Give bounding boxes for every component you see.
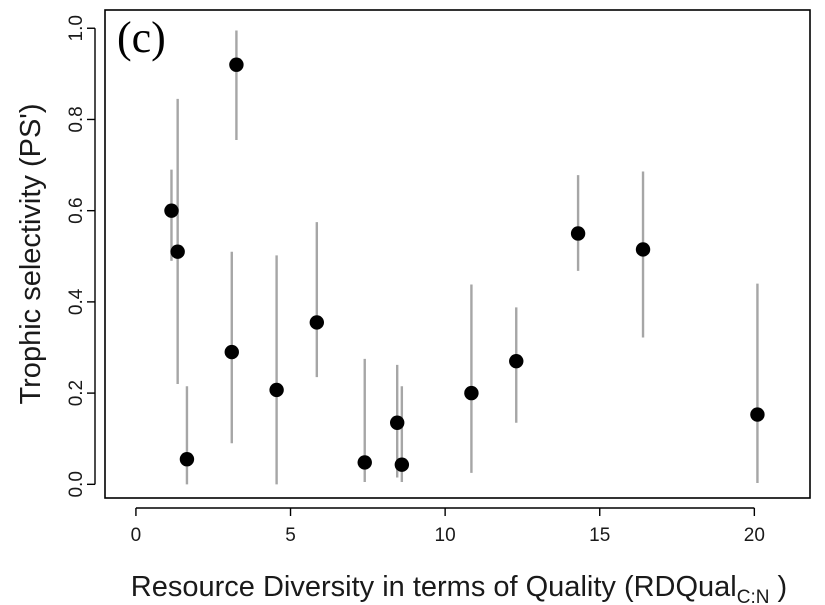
data-point [164, 203, 179, 218]
plot-frame [104, 9, 811, 499]
data-point [269, 382, 284, 398]
data-point [170, 244, 185, 259]
y-tick-label: 0.0 [66, 471, 87, 497]
y-axis: 0.0 0.2 0.4 0.6 0.8 1.0 [66, 15, 96, 498]
y-axis-title: Trophic selectivity (PS') [15, 104, 47, 405]
x-axis-title-main: Resource Diversity in terms of Quality (… [131, 571, 737, 603]
x-axis-title-close: ) [769, 571, 787, 603]
data-point [750, 407, 765, 422]
data-point [229, 57, 244, 72]
x-tick-label: 0 [131, 525, 142, 546]
x-tick-label: 15 [589, 525, 610, 546]
error-bars [170, 30, 759, 485]
data-point [394, 457, 410, 472]
x-axis: 0 5 10 15 20 [131, 507, 765, 546]
y-tick-label: 0.2 [66, 380, 87, 406]
x-axis-title: Resource Diversity in terms of Quality (… [131, 571, 787, 605]
data-point [509, 353, 524, 369]
data-point [570, 226, 586, 241]
data-point [464, 385, 479, 401]
x-tick-label: 5 [285, 525, 296, 546]
data-point [635, 242, 651, 257]
y-tick-label: 0.4 [66, 288, 87, 315]
data-point [179, 452, 195, 467]
x-axis-title-subscript: C:N [737, 587, 770, 605]
y-tick-label: 0.6 [66, 197, 87, 223]
data-point [357, 455, 372, 470]
y-tick-label: 1.0 [66, 15, 87, 41]
x-tick-label: 10 [435, 525, 456, 546]
data-point [309, 315, 325, 330]
x-tick-label: 20 [744, 525, 765, 546]
data-point [224, 344, 239, 360]
data-points [164, 57, 765, 472]
data-point [390, 415, 405, 430]
y-tick-label: 0.8 [66, 106, 87, 132]
panel-label: (c) [117, 13, 166, 62]
